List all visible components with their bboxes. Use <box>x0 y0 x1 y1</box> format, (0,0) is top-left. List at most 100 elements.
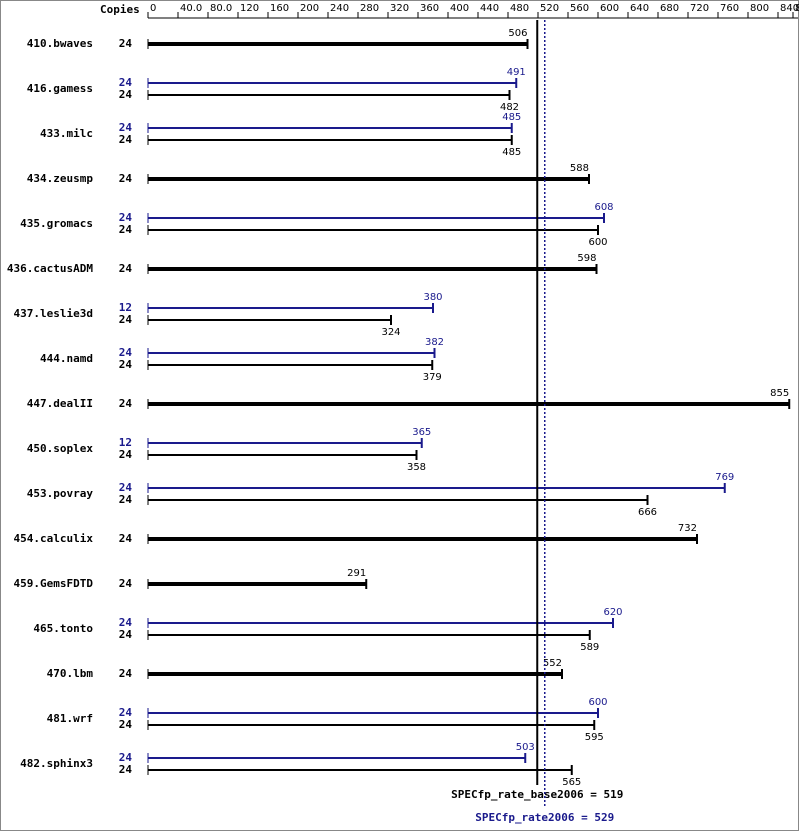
copies-label: 24 <box>119 667 133 680</box>
category-label: 481.wrf <box>47 712 93 725</box>
value-label: 506 <box>508 28 527 39</box>
x-tick-label: 860 <box>795 3 799 14</box>
value-label: 379 <box>423 372 442 383</box>
copies-label: 24 <box>119 76 133 89</box>
x-tick-label: 400 <box>450 3 469 14</box>
x-tick-label: 520 <box>540 3 559 14</box>
value-label: 769 <box>715 472 734 483</box>
value-label: 598 <box>577 253 596 264</box>
copies-label: 24 <box>119 223 133 236</box>
value-label: 485 <box>502 112 521 123</box>
x-tick-label: 320 <box>390 3 409 14</box>
x-tick-label: 560 <box>570 3 589 14</box>
value-label: 324 <box>381 327 400 338</box>
copies-label: 24 <box>119 313 133 326</box>
x-tick-label: 680 <box>660 3 679 14</box>
value-label: 588 <box>570 163 589 174</box>
category-label: 453.povray <box>27 487 94 500</box>
bar <box>148 364 433 366</box>
bar <box>148 454 417 456</box>
copies-label: 24 <box>119 481 133 494</box>
value-label: 382 <box>425 337 444 348</box>
value-label: 358 <box>407 462 426 473</box>
copies-label: 24 <box>119 88 133 101</box>
reference-label: SPECfp_rate_base2006 = 519 <box>451 788 623 801</box>
copies-label: 24 <box>119 448 133 461</box>
bar <box>148 769 572 771</box>
bar <box>148 582 367 586</box>
bar <box>148 229 598 231</box>
category-label: 444.namd <box>40 352 93 365</box>
bar <box>148 537 697 541</box>
copies-label: 24 <box>119 751 133 764</box>
value-label: 855 <box>770 388 789 399</box>
category-label: 465.tonto <box>33 622 93 635</box>
category-label: 470.lbm <box>47 667 94 680</box>
category-label: 447.dealII <box>27 397 93 410</box>
bar <box>148 499 648 501</box>
bar <box>148 94 510 96</box>
x-tick-label: 160 <box>270 3 289 14</box>
category-label: 410.bwaves <box>27 37 93 50</box>
copies-label: 12 <box>119 301 132 314</box>
x-tick-label: 200 <box>300 3 319 14</box>
bar <box>148 487 725 489</box>
copies-label: 24 <box>119 706 133 719</box>
copies-label: 24 <box>119 532 133 545</box>
copies-label: 24 <box>119 121 133 134</box>
copies-label: 24 <box>119 628 133 641</box>
category-label: 436.cactusADM <box>7 262 93 275</box>
category-label: 437.leslie3d <box>14 307 93 320</box>
x-tick-label: 760 <box>720 3 739 14</box>
value-label: 552 <box>543 658 562 669</box>
copies-label: 24 <box>119 493 133 506</box>
x-tick-label: 640 <box>630 3 649 14</box>
x-tick-label: 440 <box>480 3 499 14</box>
bar <box>148 127 512 129</box>
value-label: 380 <box>423 292 442 303</box>
x-tick-label: 720 <box>690 3 709 14</box>
value-label: 503 <box>516 742 535 753</box>
bar <box>148 712 598 714</box>
copies-label: 24 <box>119 172 133 185</box>
value-label: 732 <box>678 523 697 534</box>
x-tick-label: 360 <box>420 3 439 14</box>
bar <box>148 217 604 219</box>
bar <box>148 82 517 84</box>
x-tick-label: 80.0 <box>210 3 232 14</box>
copies-label: 24 <box>119 397 133 410</box>
x-tick-label: 40.0 <box>180 3 202 14</box>
bar <box>148 352 435 354</box>
value-label: 600 <box>588 697 607 708</box>
value-label: 620 <box>603 607 622 618</box>
value-label: 485 <box>502 147 521 158</box>
copies-label: 24 <box>119 718 133 731</box>
x-tick-label: 840 <box>780 3 799 14</box>
category-label: 416.gamess <box>27 82 93 95</box>
bar <box>148 307 433 309</box>
x-tick-label: 480 <box>510 3 529 14</box>
category-label: 459.GemsFDTD <box>14 577 94 590</box>
copies-label: 24 <box>119 133 133 146</box>
bar <box>148 442 422 444</box>
copies-label: 24 <box>119 262 133 275</box>
value-label: 589 <box>580 642 599 653</box>
value-label: 365 <box>412 427 431 438</box>
bar <box>148 319 391 321</box>
bar <box>148 402 790 406</box>
category-label: 434.zeusmp <box>27 172 94 185</box>
bar <box>148 42 528 46</box>
category-label: 450.soplex <box>27 442 94 455</box>
category-label: 433.milc <box>40 127 93 140</box>
copies-label: 24 <box>119 358 133 371</box>
reference-label: SPECfp_rate2006 = 529 <box>475 811 614 824</box>
x-tick-label: 600 <box>600 3 619 14</box>
x-tick-label: 280 <box>360 3 379 14</box>
x-tick-label: 800 <box>750 3 769 14</box>
value-label: 666 <box>638 507 657 518</box>
bar <box>148 622 613 624</box>
x-tick-label: 120 <box>240 3 259 14</box>
copies-label: 24 <box>119 346 133 359</box>
bar <box>148 267 597 271</box>
